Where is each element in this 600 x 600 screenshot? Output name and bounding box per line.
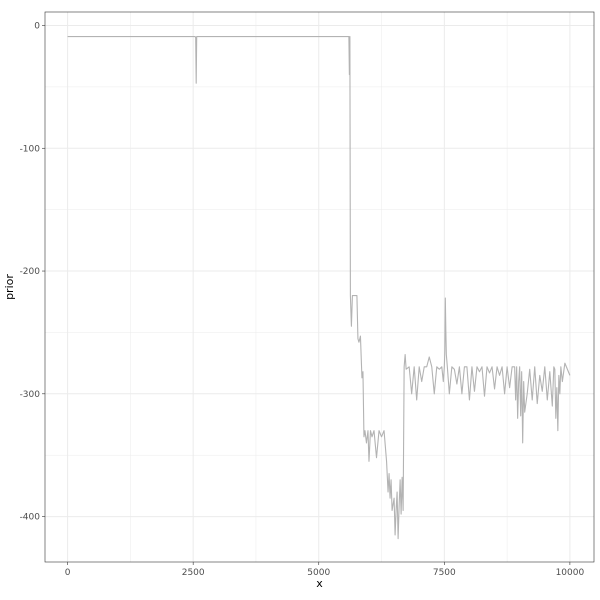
x-tick-label: 10000 — [556, 568, 585, 578]
y-tick-label: -100 — [20, 144, 41, 154]
y-tick-label: 0 — [34, 22, 40, 32]
y-axis-title: prior — [3, 274, 16, 300]
x-axis-title: x — [316, 577, 323, 590]
x-tick-label: 7500 — [433, 568, 456, 578]
y-tick-label: -400 — [20, 513, 41, 523]
x-tick-label: 0 — [65, 568, 71, 578]
y-tick-label: -300 — [20, 390, 41, 400]
x-tick-label: 2500 — [182, 568, 205, 578]
y-tick-label: -200 — [20, 267, 41, 277]
